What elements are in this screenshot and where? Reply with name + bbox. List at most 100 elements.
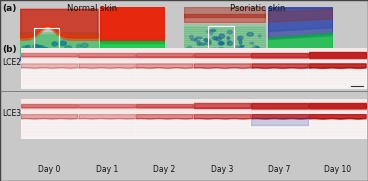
Bar: [208, 26, 234, 51]
Ellipse shape: [247, 76, 251, 80]
Ellipse shape: [57, 73, 60, 76]
Ellipse shape: [91, 70, 96, 73]
Ellipse shape: [157, 76, 167, 85]
Ellipse shape: [212, 37, 218, 40]
Ellipse shape: [21, 49, 28, 54]
Ellipse shape: [239, 40, 242, 44]
Ellipse shape: [113, 77, 118, 85]
Ellipse shape: [187, 46, 192, 50]
Ellipse shape: [64, 57, 70, 60]
Ellipse shape: [125, 73, 133, 78]
Ellipse shape: [186, 58, 191, 62]
Text: (b): (b): [2, 45, 17, 54]
Ellipse shape: [206, 67, 210, 71]
Ellipse shape: [90, 60, 95, 63]
Ellipse shape: [34, 45, 41, 48]
Ellipse shape: [191, 39, 197, 41]
Ellipse shape: [201, 69, 204, 71]
Ellipse shape: [35, 77, 41, 80]
Ellipse shape: [115, 68, 121, 75]
Ellipse shape: [190, 35, 193, 39]
Ellipse shape: [246, 74, 252, 79]
Ellipse shape: [210, 31, 213, 35]
Ellipse shape: [197, 41, 200, 45]
Ellipse shape: [76, 49, 79, 53]
Ellipse shape: [223, 79, 226, 83]
Ellipse shape: [79, 56, 85, 59]
Ellipse shape: [213, 48, 217, 51]
Ellipse shape: [104, 79, 115, 84]
Ellipse shape: [199, 52, 203, 54]
Ellipse shape: [45, 70, 49, 74]
Ellipse shape: [136, 75, 146, 84]
Ellipse shape: [217, 81, 223, 83]
Ellipse shape: [157, 61, 168, 67]
Ellipse shape: [199, 69, 205, 72]
Ellipse shape: [47, 72, 53, 77]
Ellipse shape: [206, 81, 209, 83]
Ellipse shape: [219, 49, 225, 52]
Ellipse shape: [238, 73, 244, 75]
Ellipse shape: [240, 79, 245, 82]
Ellipse shape: [31, 48, 35, 54]
Ellipse shape: [47, 61, 52, 64]
Ellipse shape: [22, 46, 27, 50]
Ellipse shape: [84, 75, 90, 79]
Ellipse shape: [246, 79, 251, 84]
Ellipse shape: [60, 41, 66, 45]
Ellipse shape: [24, 82, 27, 86]
Ellipse shape: [259, 72, 263, 75]
Ellipse shape: [20, 57, 26, 61]
Ellipse shape: [227, 40, 230, 44]
Ellipse shape: [204, 39, 208, 41]
Ellipse shape: [22, 56, 26, 60]
Text: Normal skin: Normal skin: [67, 4, 117, 13]
Ellipse shape: [54, 58, 60, 62]
Ellipse shape: [132, 71, 142, 77]
Ellipse shape: [52, 80, 59, 84]
Ellipse shape: [86, 49, 93, 53]
Ellipse shape: [42, 47, 49, 50]
Ellipse shape: [47, 58, 50, 62]
Ellipse shape: [140, 77, 150, 86]
Ellipse shape: [218, 42, 224, 45]
Ellipse shape: [204, 63, 209, 66]
Ellipse shape: [212, 52, 215, 53]
Ellipse shape: [247, 33, 254, 36]
Ellipse shape: [157, 58, 168, 67]
Ellipse shape: [258, 57, 262, 61]
Ellipse shape: [199, 76, 203, 80]
Ellipse shape: [26, 52, 29, 54]
Ellipse shape: [252, 46, 258, 49]
Ellipse shape: [131, 71, 139, 79]
Ellipse shape: [224, 61, 230, 65]
Text: LCE3: LCE3: [2, 109, 21, 118]
Ellipse shape: [109, 74, 118, 82]
Ellipse shape: [219, 63, 223, 66]
Ellipse shape: [240, 45, 244, 47]
Ellipse shape: [220, 83, 224, 85]
Ellipse shape: [231, 73, 238, 75]
Ellipse shape: [26, 45, 30, 49]
Ellipse shape: [36, 75, 41, 78]
Ellipse shape: [194, 38, 197, 41]
Ellipse shape: [204, 79, 208, 84]
Ellipse shape: [206, 41, 211, 45]
Ellipse shape: [65, 75, 70, 80]
Ellipse shape: [109, 62, 117, 67]
Ellipse shape: [83, 83, 90, 88]
Ellipse shape: [105, 76, 115, 83]
Ellipse shape: [223, 82, 228, 86]
Ellipse shape: [88, 80, 93, 84]
Ellipse shape: [53, 57, 59, 60]
Ellipse shape: [70, 82, 74, 87]
Ellipse shape: [209, 39, 211, 44]
Ellipse shape: [235, 46, 240, 49]
Ellipse shape: [199, 43, 205, 45]
Ellipse shape: [237, 37, 241, 41]
Ellipse shape: [196, 37, 202, 39]
Ellipse shape: [227, 41, 233, 45]
Ellipse shape: [250, 42, 254, 44]
Text: (a): (a): [2, 4, 16, 13]
Ellipse shape: [258, 52, 263, 54]
